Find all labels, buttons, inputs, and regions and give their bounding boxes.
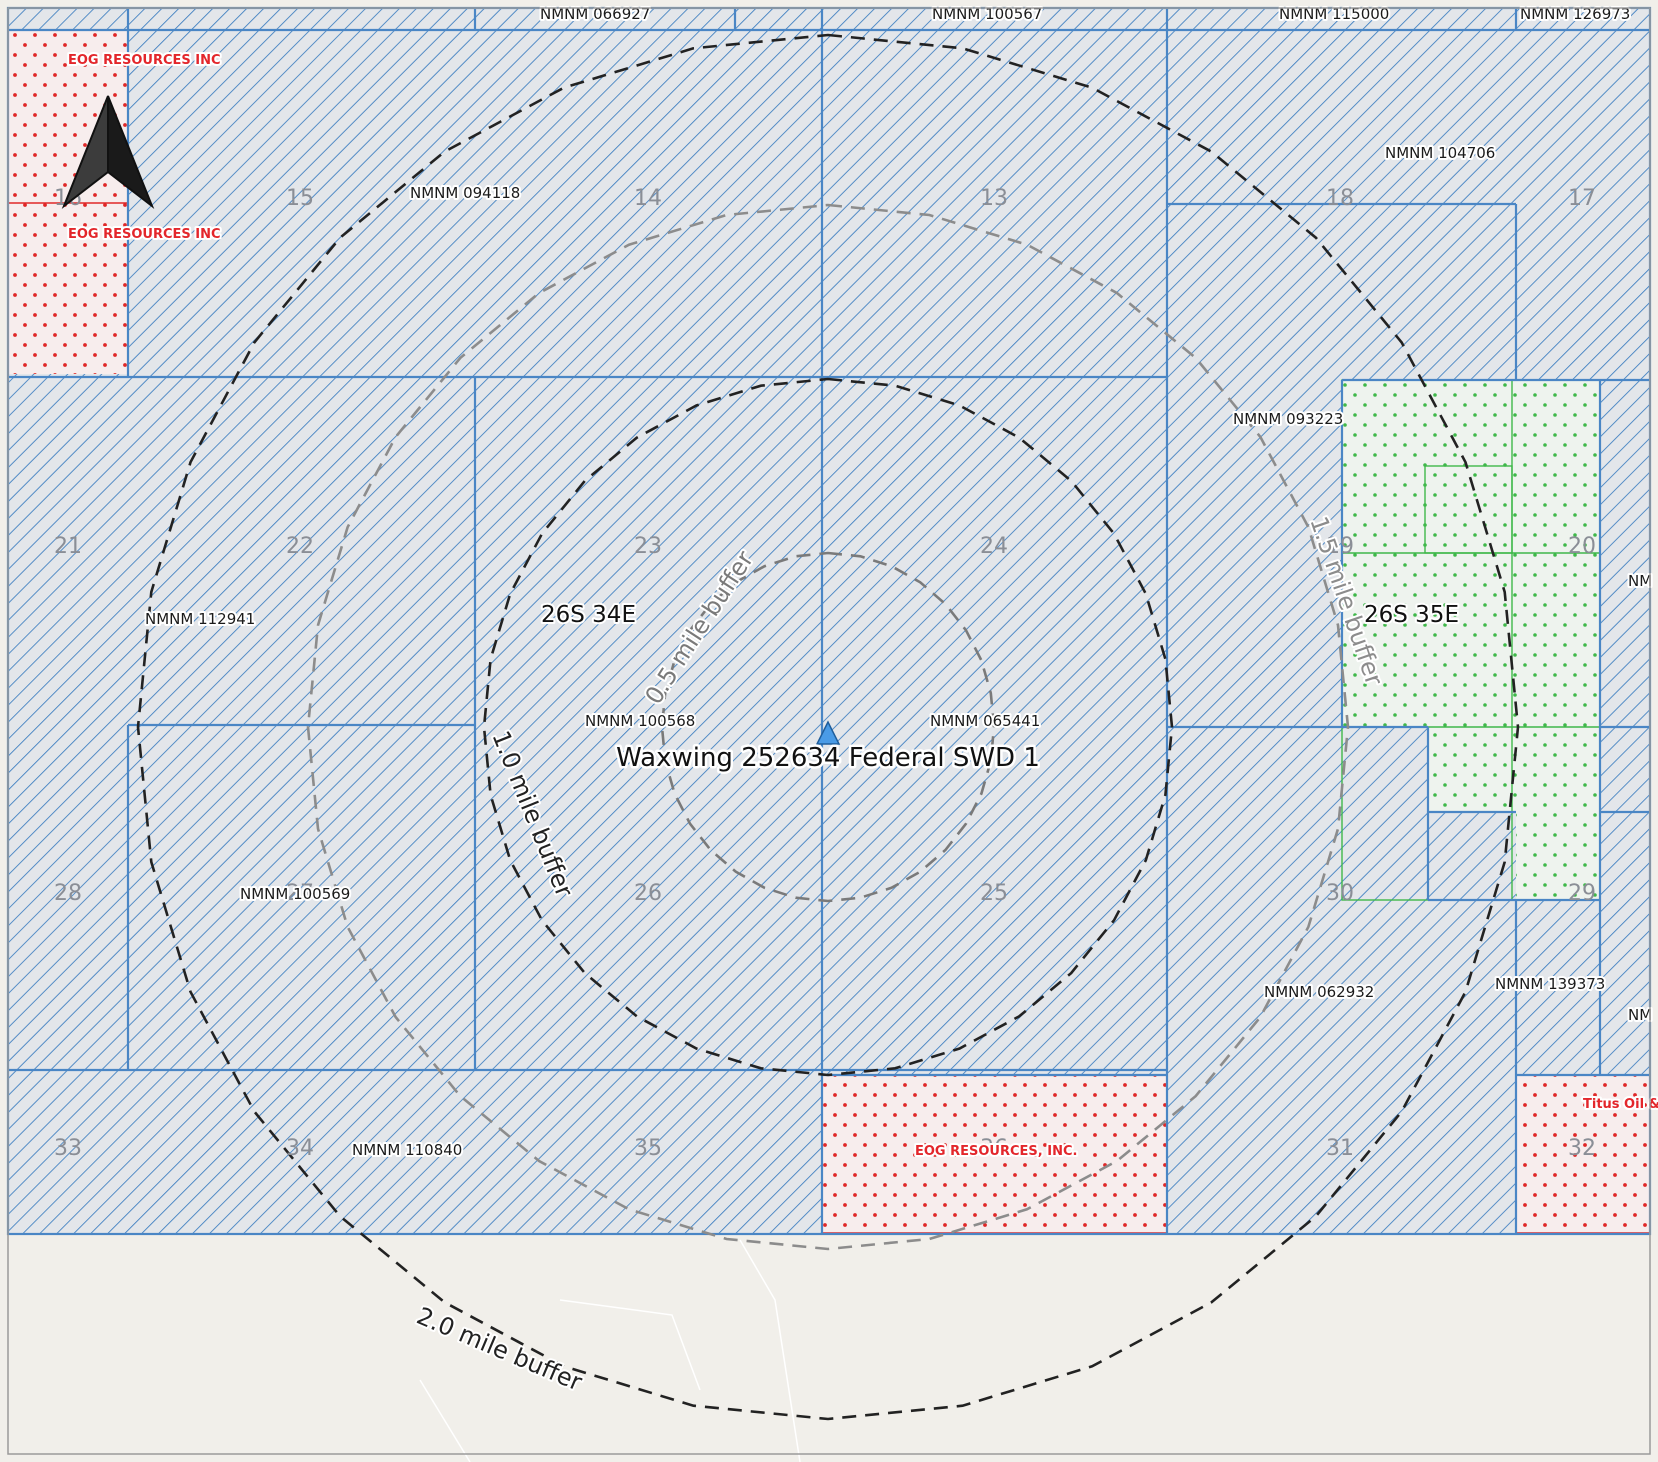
section-number-36: 36 <box>980 1136 1008 1161</box>
lease-label: NMNM 100568 <box>585 712 695 730</box>
map-frame <box>7 7 1651 1455</box>
lease-label: NMNM 104706 <box>1385 144 1495 162</box>
private-parcel-eog <box>822 1075 1167 1233</box>
lease-label: NMNM 093223 <box>1233 410 1343 428</box>
well-label: Waxwing 252634 Federal SWD 1 <box>616 743 1040 773</box>
buffer-ring <box>306 203 1350 1251</box>
section-number-31: 31 <box>1326 1136 1354 1161</box>
section-number-26: 26 <box>634 881 662 906</box>
buffer-rings <box>136 33 1520 1421</box>
lease-label: NMNM 062932 <box>1264 983 1374 1001</box>
operator-label: EOG RESOURCES, INC. <box>915 1144 1077 1159</box>
section-number-32: 32 <box>1568 1136 1596 1161</box>
operator-labels: EOG RESOURCES INC EOG RESOURCES INC EOG RE… <box>66 51 1658 1161</box>
section-number-21: 21 <box>54 534 82 559</box>
lease-label: NM <box>1628 572 1652 590</box>
section-number-15: 15 <box>286 186 314 211</box>
section-number-34: 34 <box>286 1136 314 1161</box>
section-number-29: 29 <box>1568 881 1596 906</box>
section-number-30: 30 <box>1326 881 1354 906</box>
operator-label: Titus Oil & <box>1583 1097 1658 1112</box>
township-label: 26S 35E <box>1364 602 1459 628</box>
lease-label: NM <box>1628 1006 1652 1024</box>
buffer-ring <box>136 33 1520 1421</box>
section-number-24: 24 <box>980 534 1008 559</box>
operator-label: EOG RESOURCES INC <box>68 227 221 242</box>
lease-label: NMNM 139373 <box>1495 975 1605 993</box>
section-number-25: 25 <box>980 881 1008 906</box>
section-number-33: 33 <box>54 1136 82 1161</box>
township-label: 26S 34E <box>541 602 636 628</box>
lease-label: NMNM 100569 <box>240 885 350 903</box>
state-parcel <box>1342 380 1600 900</box>
lease-label: NMNM 112941 <box>145 610 255 628</box>
section-numbers: 1514131817162122232419202827262530293334… <box>54 186 1596 1161</box>
section-number-17: 17 <box>1568 186 1596 211</box>
lease-label: NMNM 065441 <box>930 712 1040 730</box>
operator-label: EOG RESOURCES INC <box>68 53 221 68</box>
section-number-28: 28 <box>54 881 82 906</box>
north-arrow-icon <box>61 95 155 210</box>
lease-labels: NMNM 066927 NMNM 100567 NMNM 115000 NMNM 12… <box>143 3 1654 1161</box>
section-number-23: 23 <box>634 534 662 559</box>
section-number-22: 22 <box>286 534 314 559</box>
private-parcel-titus <box>1516 1075 1650 1233</box>
section-number-35: 35 <box>634 1136 662 1161</box>
section-number-14: 14 <box>634 186 662 211</box>
buffer-ring <box>482 377 1174 1077</box>
section-number-20: 20 <box>1568 534 1596 559</box>
township-labels: 26S 34E 26S 35E <box>539 600 1461 630</box>
section-number-13: 13 <box>980 186 1008 211</box>
lease-label: NMNM 094118 <box>410 184 520 202</box>
section-number-18: 18 <box>1326 186 1354 211</box>
lease-label: NMNM 110840 <box>352 1141 462 1159</box>
section-number-27: 27 <box>286 881 314 906</box>
triangle-well-icon[interactable] <box>815 720 841 745</box>
section-number-19: 19 <box>1326 534 1354 559</box>
buffer-ring <box>660 551 996 903</box>
road-lines <box>419 1239 801 1462</box>
